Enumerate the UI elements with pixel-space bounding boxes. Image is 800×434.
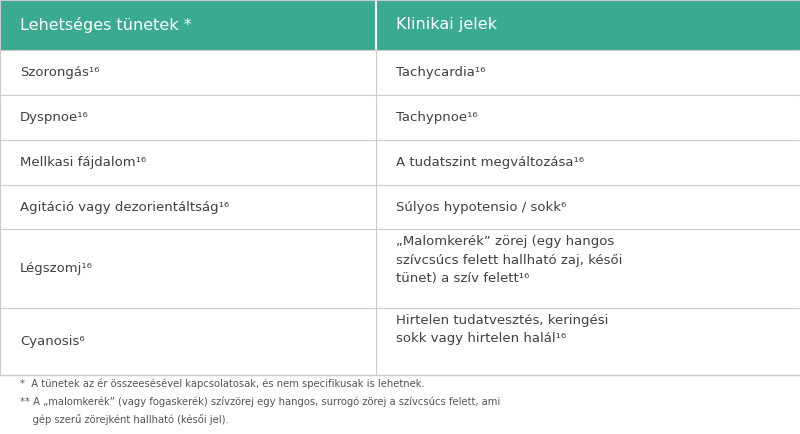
Text: „Malomkerék” zörej (egy hangos
szívcsúcs felett hallható zaj, késői
tünet) a szí: „Malomkerék” zörej (egy hangos szívcsúcs… [396, 235, 622, 286]
Text: A tudatszint megváltozása¹⁶: A tudatszint megváltozása¹⁶ [396, 156, 584, 169]
Text: Tachycardia¹⁶: Tachycardia¹⁶ [396, 66, 486, 79]
Text: Súlyos hypotensio / sokk⁶: Súlyos hypotensio / sokk⁶ [396, 201, 566, 214]
Text: *  A tünetek az ér összeesésével kapcsolatosak, és nem specifikusak is lehetnek.: * A tünetek az ér összeesésével kapcsola… [20, 379, 425, 389]
FancyBboxPatch shape [0, 50, 800, 95]
FancyBboxPatch shape [0, 0, 800, 50]
Text: ** A „malomkerék” (vagy fogaskerék) szívzörej egy hangos, surrogó zörej a szívcs: ** A „malomkerék” (vagy fogaskerék) szív… [20, 396, 500, 407]
Text: Mellkasi fájdalom¹⁶: Mellkasi fájdalom¹⁶ [20, 156, 146, 169]
FancyBboxPatch shape [0, 230, 800, 308]
Text: Agitáció vagy dezorientáltság¹⁶: Agitáció vagy dezorientáltság¹⁶ [20, 201, 229, 214]
Text: Klinikai jelek: Klinikai jelek [396, 17, 497, 33]
FancyBboxPatch shape [0, 308, 800, 375]
Text: Tachypnoe¹⁶: Tachypnoe¹⁶ [396, 111, 478, 124]
Text: Dyspnoe¹⁶: Dyspnoe¹⁶ [20, 111, 89, 124]
FancyBboxPatch shape [0, 95, 800, 140]
Text: Szorongás¹⁶: Szorongás¹⁶ [20, 66, 99, 79]
Text: Lehetséges tünetek *: Lehetséges tünetek * [20, 17, 192, 33]
FancyBboxPatch shape [0, 184, 800, 230]
Text: gép szerű zörejként hallható (késői jel).: gép szerű zörejként hallható (késői jel)… [20, 414, 229, 424]
Text: Hirtelen tudatvesztés, keringési
sokk vagy hirtelen halál¹⁶: Hirtelen tudatvesztés, keringési sokk va… [396, 314, 608, 345]
Text: Légszomj¹⁶: Légszomj¹⁶ [20, 262, 93, 275]
FancyBboxPatch shape [0, 140, 800, 184]
Text: Cyanosis⁶: Cyanosis⁶ [20, 335, 85, 348]
